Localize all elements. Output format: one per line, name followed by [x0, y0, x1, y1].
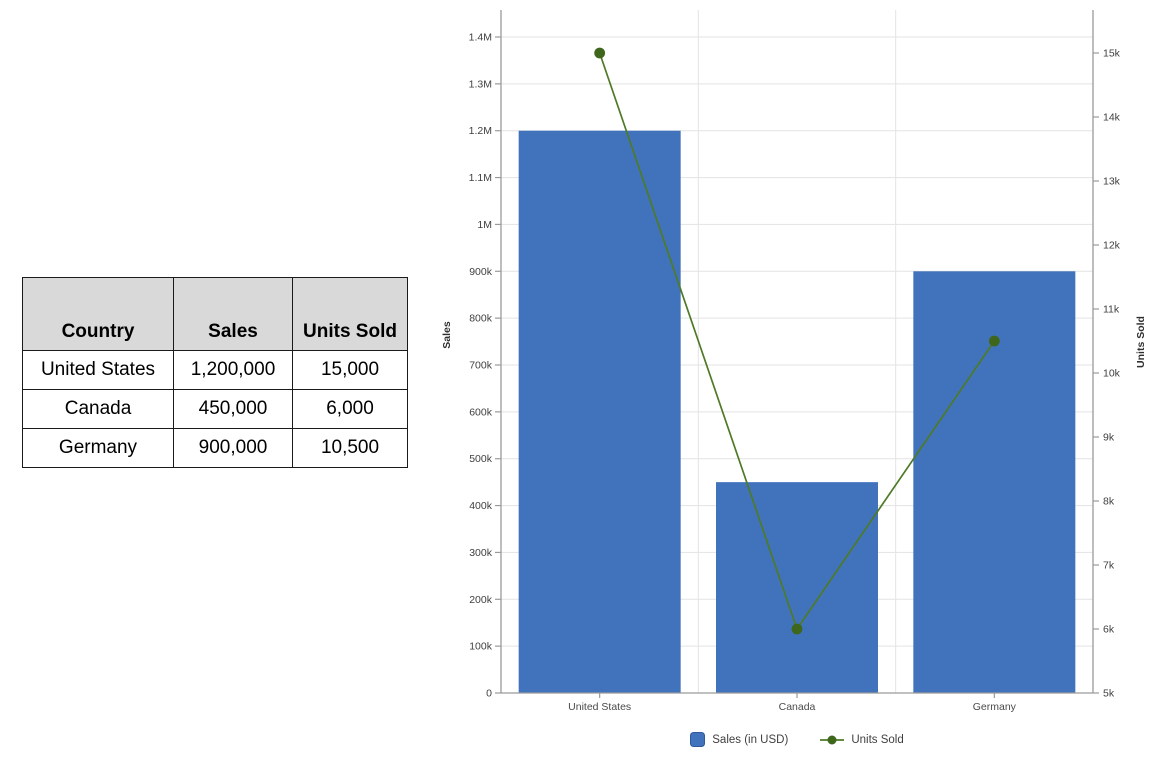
legend-dot — [827, 735, 837, 744]
left-tick-label: 900k — [469, 266, 493, 278]
table-cell: 900,000 — [173, 428, 293, 468]
table-row: Germany 900,000 10,500 — [22, 428, 408, 468]
table-row: Canada 450,000 6,000 — [22, 389, 408, 429]
bar-swatch-icon — [690, 732, 706, 747]
left-tick-label: 1.4M — [469, 32, 492, 44]
legend-item-sales: Sales (in USD) — [690, 732, 788, 747]
left-tick-label: 800k — [469, 313, 493, 325]
legend-label-units: Units Sold — [851, 733, 904, 746]
table-cell: United States — [22, 350, 174, 390]
right-tick-label: 12k — [1103, 240, 1121, 252]
left-tick-label: 100k — [469, 641, 493, 653]
left-tick-label: 300k — [469, 547, 493, 559]
right-tick-label: 9k — [1103, 432, 1115, 444]
data-point — [791, 623, 803, 635]
table-cell: 15,000 — [292, 350, 408, 390]
category-label: Canada — [779, 701, 816, 713]
table-cell: Germany — [22, 428, 174, 468]
right-tick-label: 7k — [1103, 560, 1115, 572]
left-tick-label: 1M — [477, 219, 492, 231]
left-tick-label: 400k — [469, 500, 493, 512]
left-tick-label: 0 — [486, 688, 492, 700]
right-tick-label: 11k — [1103, 304, 1120, 316]
right-tick-label: 5k — [1103, 688, 1115, 700]
bar — [913, 271, 1076, 693]
left-axis-title: Sales — [441, 321, 453, 349]
left-tick-label: 700k — [469, 360, 493, 372]
right-tick-label: 14k — [1103, 112, 1121, 124]
sales-data-table: Country Sales Units Sold United States 1,20… — [22, 277, 408, 468]
category-label: Germany — [973, 701, 1017, 713]
right-axis-title: Units Sold — [1135, 316, 1147, 368]
legend-label-sales: Sales (in USD) — [712, 733, 789, 746]
right-tick-label: 8k — [1103, 496, 1115, 508]
table-header-cell: Country — [22, 277, 174, 351]
left-tick-label: 1.3M — [469, 78, 492, 90]
table-row: United States 1,200,000 15,000 — [22, 350, 408, 390]
left-tick-label: 500k — [469, 453, 493, 465]
table-cell: 450,000 — [173, 389, 293, 429]
legend-item-units: Units Sold — [820, 733, 904, 746]
table-cell: 1,200,000 — [173, 350, 293, 390]
data-point — [594, 47, 606, 59]
bar — [518, 130, 681, 693]
right-tick-label: 10k — [1103, 368, 1121, 380]
right-tick-label: 15k — [1103, 48, 1121, 60]
table-cell: 6,000 — [292, 389, 408, 429]
left-tick-label: 1.1M — [469, 172, 492, 184]
data-point — [988, 335, 1000, 347]
line-dot-swatch-icon — [820, 735, 845, 744]
right-tick-label: 6k — [1103, 624, 1115, 636]
table-header-row: Country Sales Units Sold — [22, 277, 408, 351]
right-tick-label: 13k — [1103, 176, 1121, 188]
chart-legend: Sales (in USD) Units Sold — [501, 732, 1093, 747]
left-tick-label: 600k — [469, 406, 493, 418]
left-tick-label: 1.2M — [469, 125, 492, 137]
left-tick-label: 200k — [469, 594, 493, 606]
bar — [716, 482, 878, 693]
table-cell: 10,500 — [292, 428, 408, 468]
category-label: United States — [568, 701, 631, 713]
